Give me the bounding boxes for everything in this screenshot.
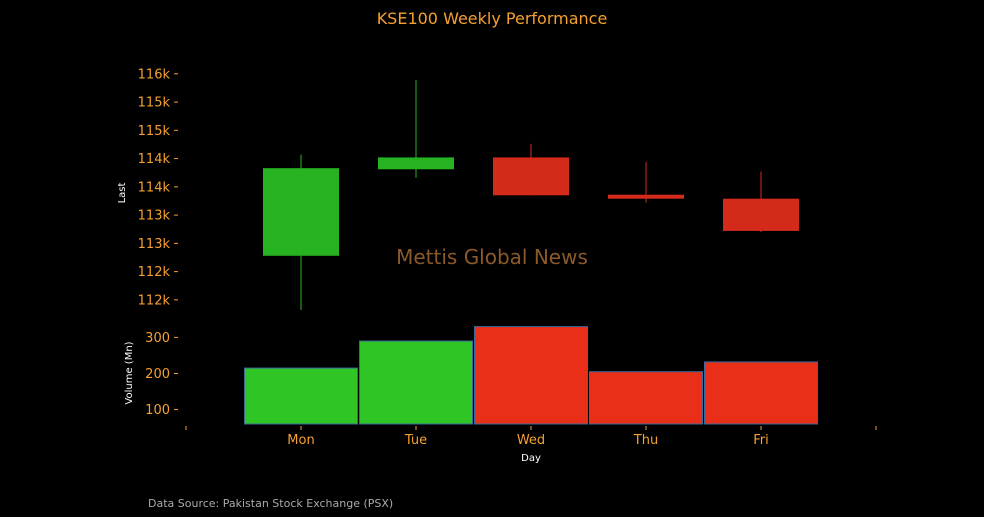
x-tick-label-tue: Tue — [404, 433, 427, 448]
volume-bar-wed — [474, 326, 588, 425]
price-tick-label: 115k — [138, 96, 171, 111]
price-tick-label: 114k — [138, 152, 171, 167]
x-tick-label-fri: Fri — [753, 433, 769, 448]
price-tick-label: 115k — [138, 124, 171, 139]
volume-tick-label: 200 — [145, 367, 170, 382]
volume-bar-thu — [589, 371, 703, 425]
volume-bar-mon — [244, 367, 358, 425]
price-tick-label: 113k — [138, 209, 171, 224]
price-tick-label: 116k — [138, 67, 171, 82]
x-axis: Mon Tue Wed Thu Fri — [185, 426, 877, 448]
price-tick-label: 113k — [138, 237, 171, 252]
volume-tick-label: 100 — [145, 403, 170, 418]
volume-bar-tue — [359, 340, 473, 425]
price-y-axis-label: Last — [117, 183, 128, 204]
price-tick-label: 114k — [138, 180, 171, 195]
x-tick-label-thu: Thu — [633, 433, 658, 448]
price-tick-label: 112k — [138, 293, 171, 308]
candle-body-wed — [493, 157, 569, 196]
data-source-note: Data Source: Pakistan Stock Exchange (PS… — [148, 497, 393, 510]
volume-tick-label: 300 — [145, 331, 170, 346]
volume-bar-series — [244, 326, 818, 425]
candle-body-mon — [263, 168, 339, 256]
x-tick-label-wed: Wed — [517, 433, 545, 448]
x-tick-label-mon: Mon — [287, 433, 314, 448]
chart-title: KSE100 Weekly Performance — [377, 9, 608, 28]
x-axis-label: Day — [521, 453, 541, 464]
candle-body-fri — [723, 198, 799, 231]
volume-y-axis-label: Volume (Mn) — [124, 341, 135, 404]
volume-bar-fri — [704, 361, 818, 425]
price-tick-label: 112k — [138, 265, 171, 280]
watermark-text: Mettis Global News — [396, 245, 588, 269]
candle-body-thu — [608, 194, 684, 199]
volume-y-axis: 100 200 300 — [145, 331, 178, 418]
price-y-axis: 112k 112k 113k 113k 114k 114k 115k 115k 116k — [138, 67, 178, 308]
candlestick-series — [263, 80, 799, 311]
candle-body-tue — [378, 157, 454, 170]
